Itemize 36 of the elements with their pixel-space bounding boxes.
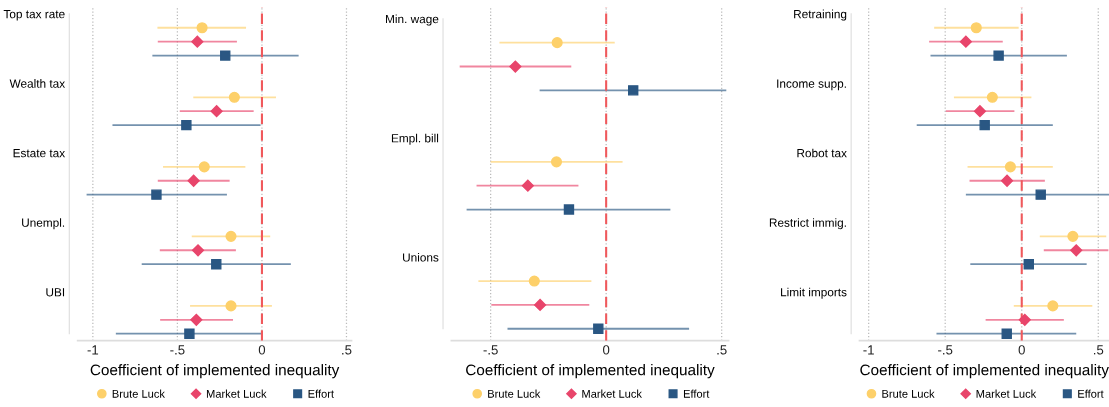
y-tick-label: Income supp. [777,79,846,91]
legend-label: Effort [1078,389,1104,398]
legend-label: Brute Luck [488,389,541,398]
x-tick-label: 0 [258,345,266,355]
legend-label: Effort [683,389,710,398]
y-tick-label: Top tax rate [3,10,65,21]
x-tick-label: .5 [1093,345,1104,355]
y-tick-label: UBI [46,288,65,297]
x-tick-label: .5 [342,345,352,355]
y-tick-label: Robot tax [797,148,847,158]
legend-label: Market Luck [206,389,267,398]
x-tick-label: -1 [863,345,874,355]
x-tick-label: -.5 [938,345,953,355]
legend-label: Brute Luck [882,389,935,398]
y-tick-label: Retraining [794,9,847,21]
y-tick-label: Estate tax [13,149,66,158]
y-tick-label: Min. wage [386,14,439,26]
x-tick-label: .5 [717,345,727,355]
y-tick-label: Unions [403,252,439,262]
legend-label: Market Luck [582,389,642,398]
x-tick-label: -1 [87,345,99,355]
x-axis-title: Coefficient of implemented inequality [466,364,715,379]
x-axis-title: Coefficient of implemented inequality [90,364,340,379]
y-tick-label: Restrict immig. [769,218,846,230]
legend-label: Effort [308,389,334,398]
y-tick-label: Unempl. [22,218,65,230]
x-axis-title: Coefficient of implemented inequality [860,364,1109,379]
y-tick-label: Wealth tax [9,79,66,88]
legend-label: Brute Luck [112,389,165,398]
legend-label: Market Luck [976,389,1037,398]
y-tick-label: Limit imports [781,287,847,299]
x-tick-label: -.5 [483,345,498,355]
x-tick-label: 0 [603,345,610,355]
x-tick-label: 0 [1018,345,1025,355]
y-tick-label: Empl. bill [391,133,439,145]
x-tick-label: -.5 [170,345,185,355]
